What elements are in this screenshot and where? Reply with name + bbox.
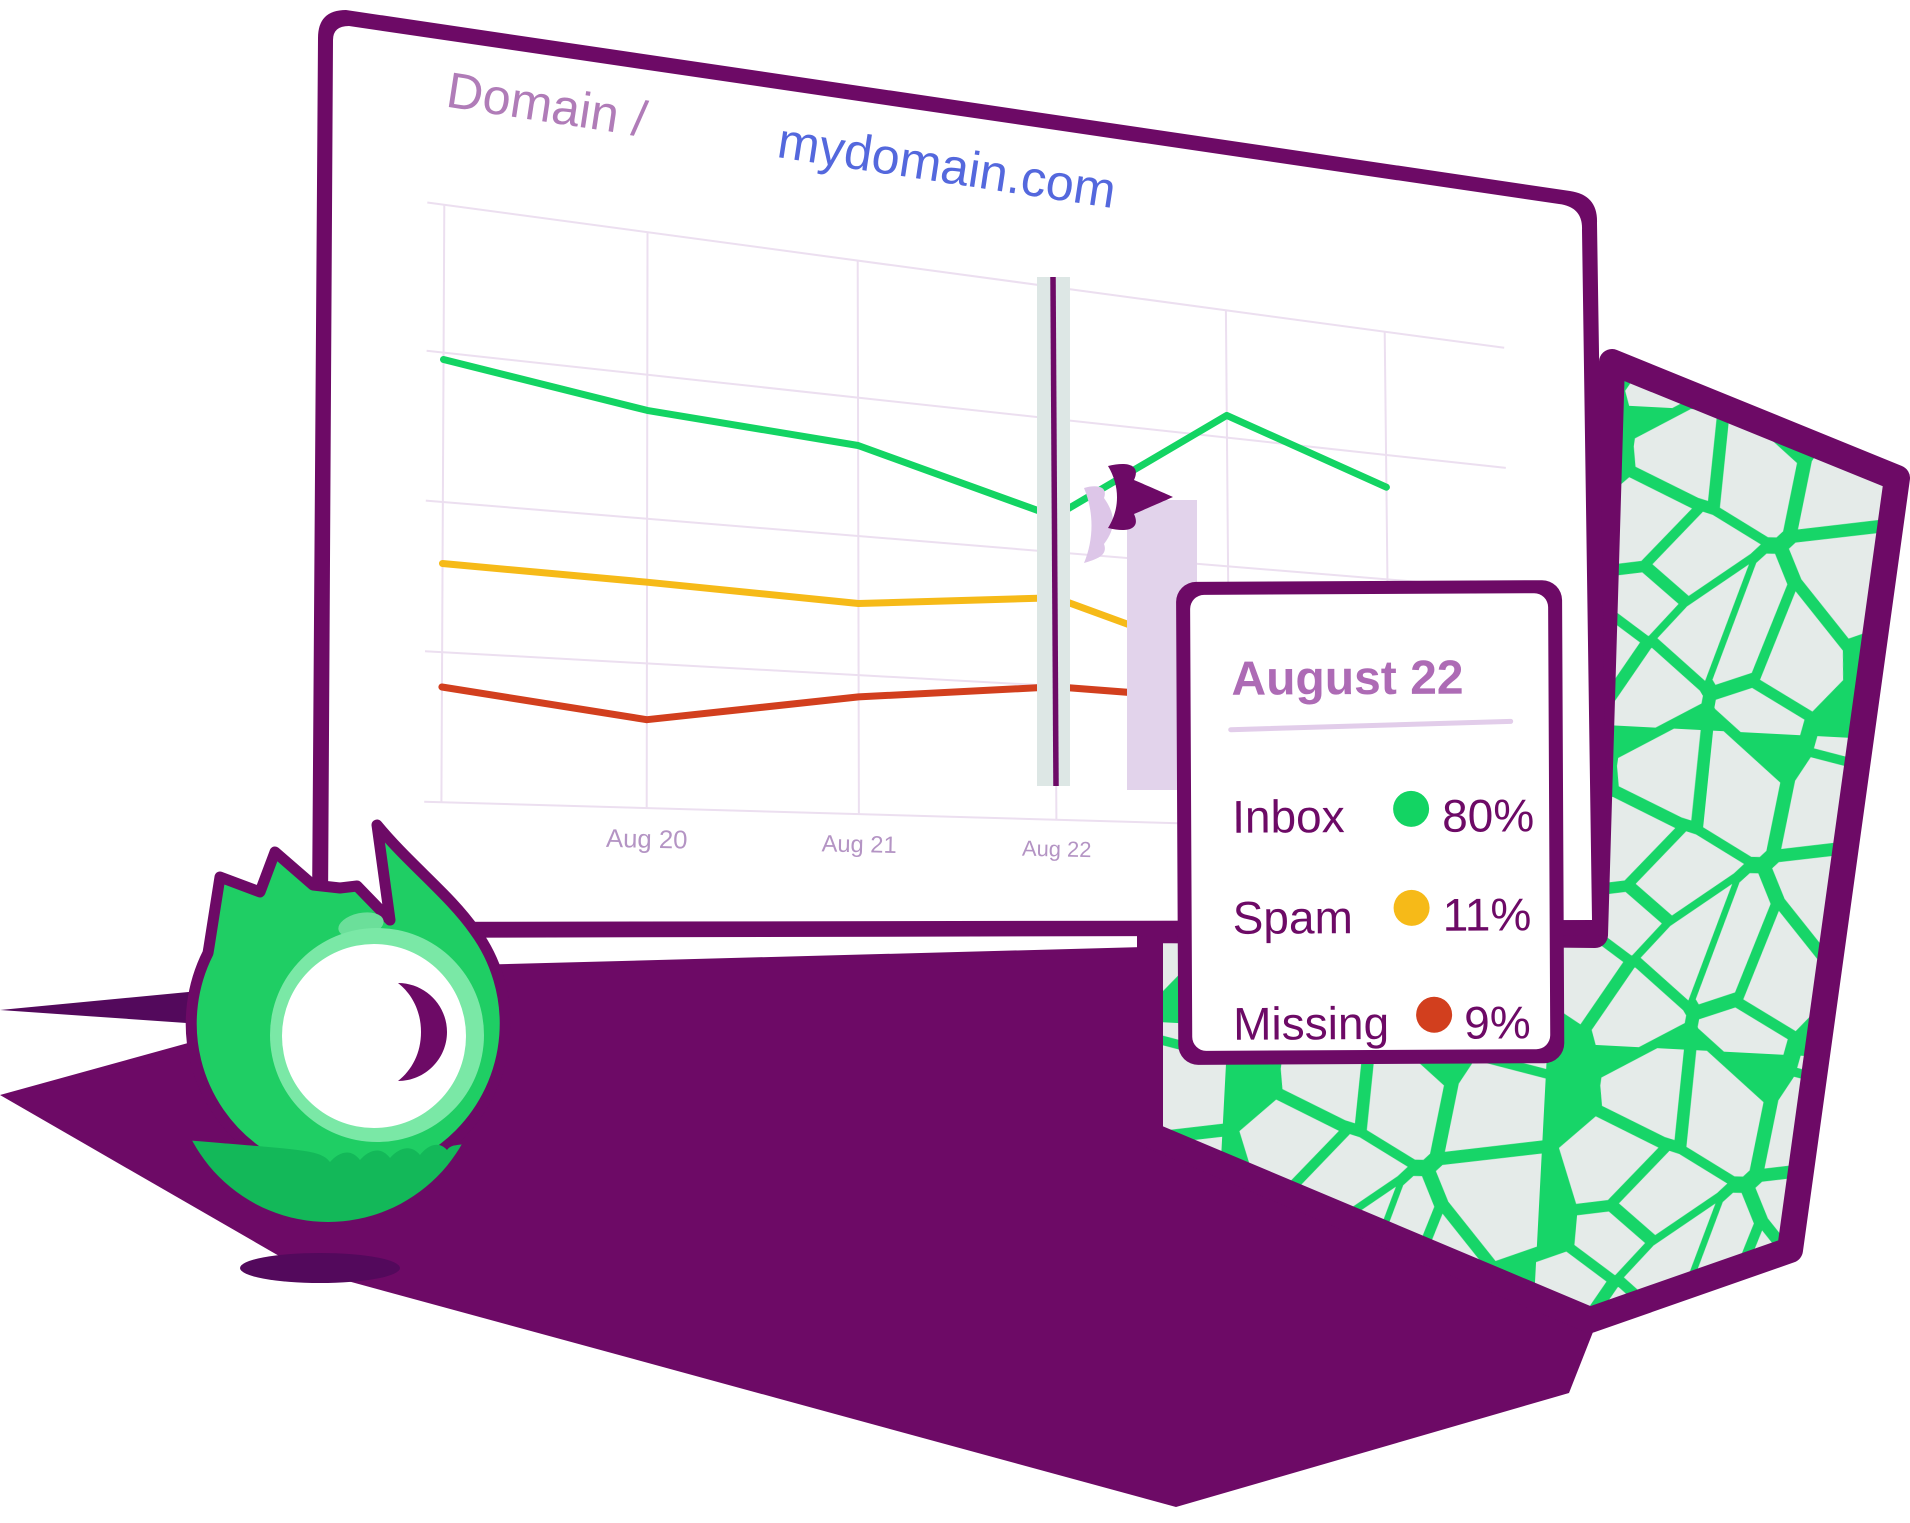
svg-text:Aug 22: Aug 22 — [1022, 836, 1092, 862]
svg-text:9%: 9% — [1464, 996, 1531, 1048]
svg-text:Missing: Missing — [1233, 997, 1389, 1050]
svg-text:Aug 20: Aug 20 — [606, 825, 688, 855]
svg-text:Inbox: Inbox — [1232, 790, 1345, 843]
svg-text:80%: 80% — [1442, 789, 1534, 841]
svg-text:Aug 21: Aug 21 — [821, 831, 897, 859]
svg-text:11%: 11% — [1443, 888, 1532, 940]
svg-text:August 22: August 22 — [1231, 652, 1463, 706]
svg-text:Spam: Spam — [1233, 891, 1353, 944]
